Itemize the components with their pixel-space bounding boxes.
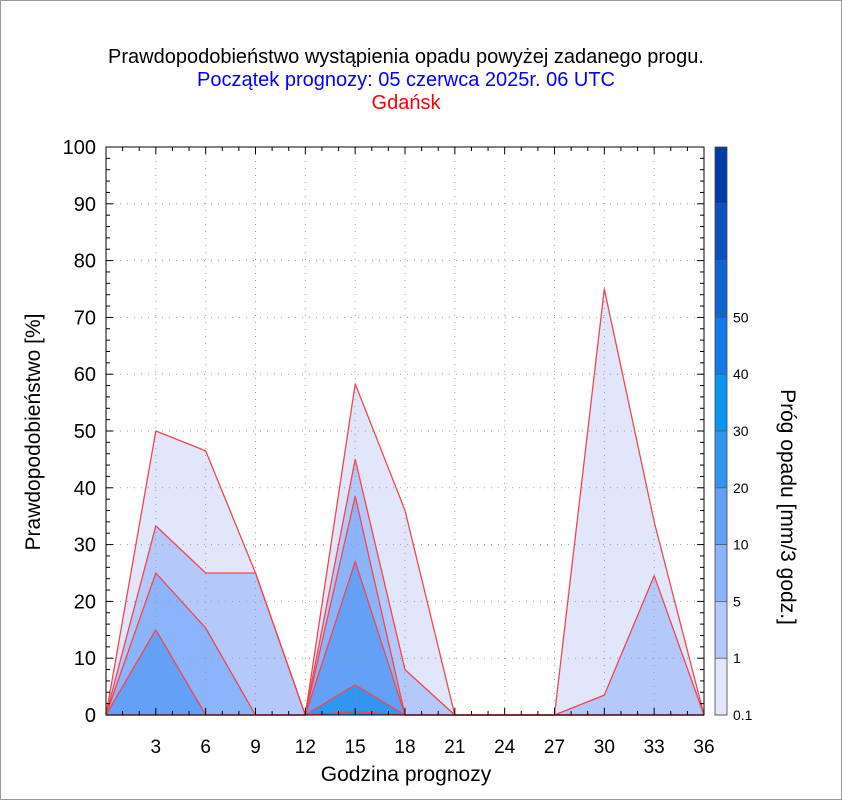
y-tick-label: 40 <box>74 478 96 500</box>
x-tick-label: 6 <box>200 737 211 758</box>
colorbar-segment <box>715 260 727 318</box>
x-tick-label: 15 <box>345 737 366 758</box>
colorbar-tick-label: 40 <box>733 366 749 382</box>
colorbar-tick-label: 30 <box>733 423 749 439</box>
y-axis-label: Prawdopodobieństwo [%] <box>22 314 45 551</box>
y-tick-label: 100 <box>63 137 96 159</box>
colorbar-tick-label: 10 <box>733 537 749 553</box>
y-tick-label: 60 <box>74 364 96 386</box>
x-tick-label: 33 <box>644 737 665 758</box>
colorbar: 0.1 1 5 10 20 30 40 50 <box>714 146 753 723</box>
x-tick-label: 12 <box>295 737 316 758</box>
colorbar-segment <box>715 601 727 659</box>
x-tick-label: 9 <box>250 737 261 758</box>
y-tick-label: 50 <box>74 421 96 443</box>
colorbar-segment <box>715 431 727 488</box>
colorbar-segment <box>715 147 727 204</box>
colorbar-segment <box>715 203 727 261</box>
x-tick-label: 18 <box>394 737 415 758</box>
x-axis-label: Godzina prognozy <box>321 763 492 786</box>
colorbar-tick-label: 50 <box>733 309 749 325</box>
colorbar-tick-label: 0.1 <box>733 707 753 723</box>
colorbar-segment <box>715 544 727 602</box>
x-tick-label: 30 <box>594 737 615 758</box>
x-tick-label: 24 <box>494 737 516 758</box>
colorbar-segment <box>715 317 727 375</box>
colorbar-tick-label: 20 <box>733 480 749 496</box>
chart-location: Gdańsk <box>372 92 442 114</box>
chart-subtitle: Początek prognozy: 05 czerwca 2025r. 06 … <box>197 69 615 91</box>
series-line-1 <box>105 458 705 716</box>
x-tick-label: 27 <box>544 737 565 758</box>
x-tick-label: 3 <box>151 737 162 758</box>
x-tick-labels: 3 6 9 12 15 18 21 24 27 30 33 36 <box>151 737 715 758</box>
y-tick-labels: 0 10 20 30 40 50 60 70 80 90 100 <box>63 137 96 727</box>
y-tick-label: 90 <box>74 194 96 216</box>
y-tick-label: 80 <box>74 251 96 273</box>
series-line-0 <box>105 288 705 716</box>
x-tick-label: 36 <box>693 737 714 758</box>
chart-title: Prawdopodobieństwo wystąpienia opadu pow… <box>108 46 704 68</box>
y-tick-label: 0 <box>85 705 96 727</box>
y-tick-label: 30 <box>74 535 96 557</box>
colorbar-tick-label: 1 <box>733 650 741 666</box>
colorbar-segment <box>715 487 727 545</box>
x-tick-label: 21 <box>444 737 465 758</box>
colorbar-segment <box>715 374 727 431</box>
colorbar-label: Próg opadu [mm/3 godz.] <box>776 389 799 625</box>
axis-ticks <box>106 147 704 715</box>
y-tick-label: 10 <box>74 648 96 670</box>
y-tick-label: 20 <box>74 591 96 613</box>
y-tick-label: 70 <box>74 307 96 329</box>
colorbar-tick-label: 5 <box>733 593 741 609</box>
colorbar-segment <box>715 658 727 715</box>
area-threshold-3 <box>106 561 704 715</box>
